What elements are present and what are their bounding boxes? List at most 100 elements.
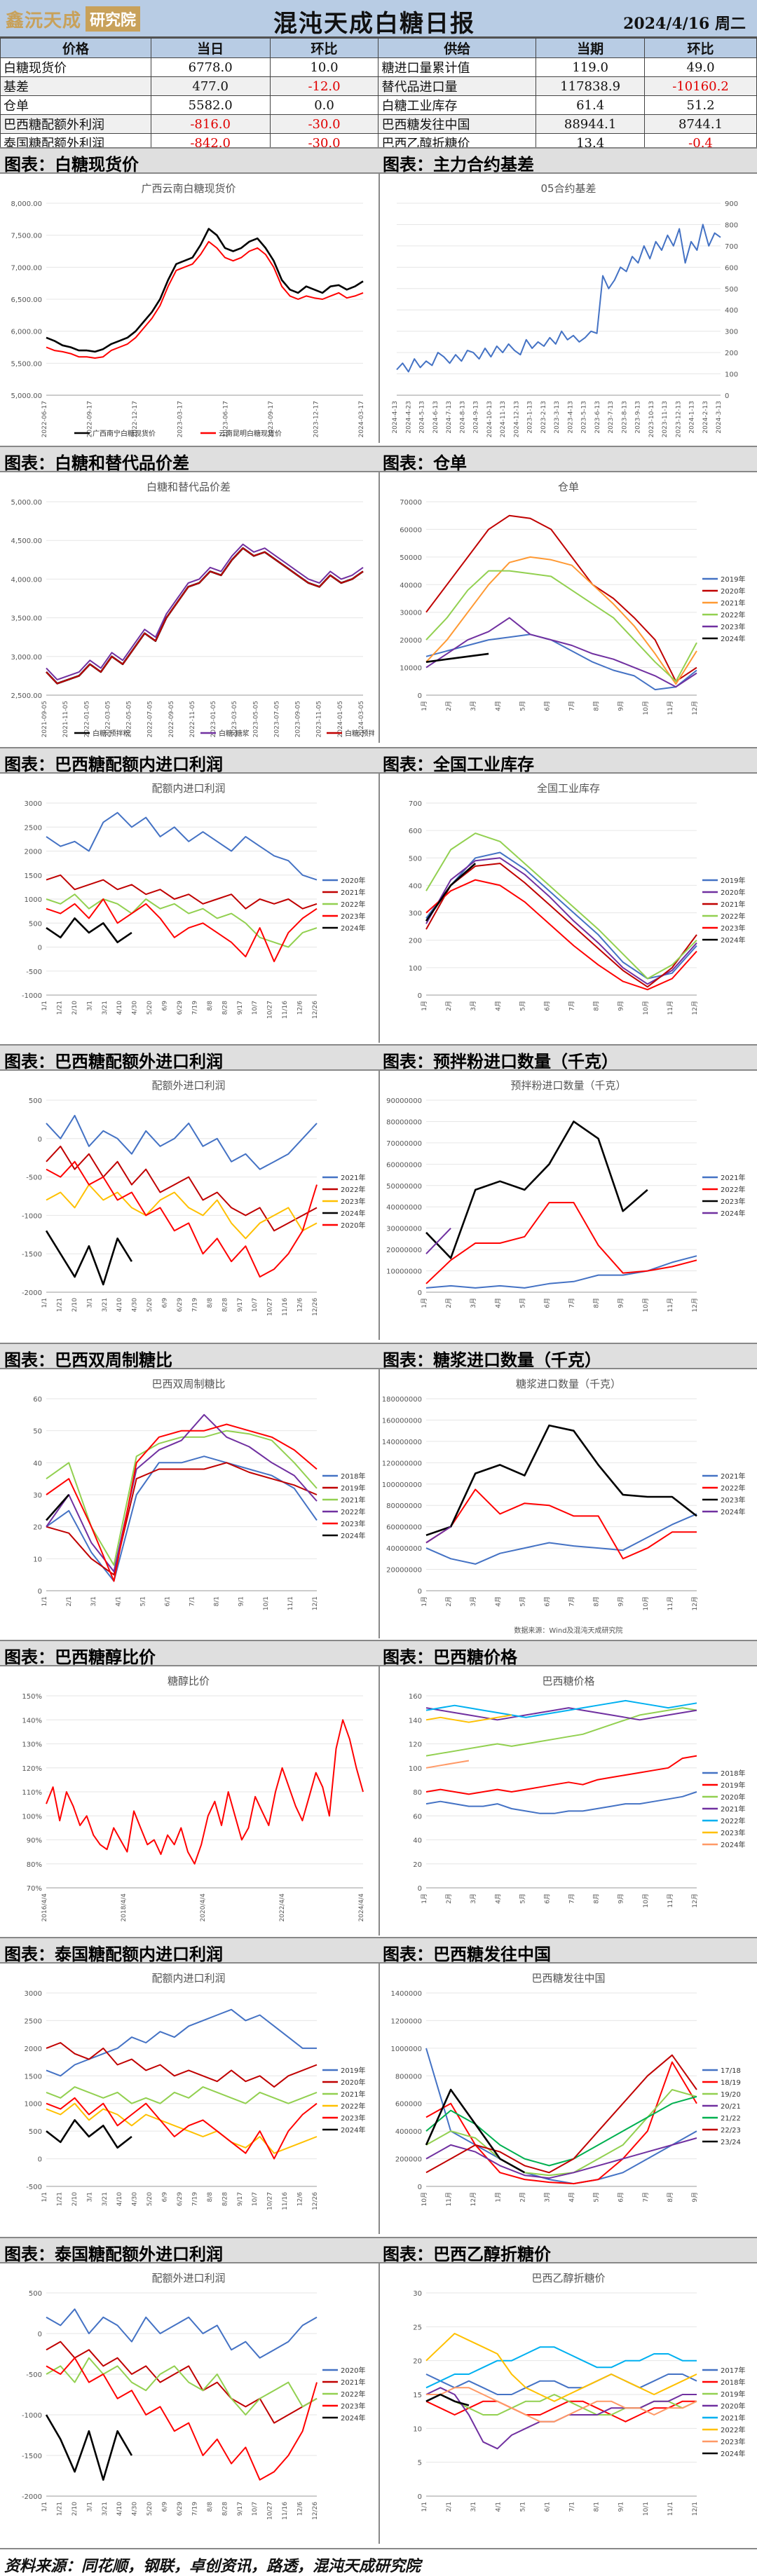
section-title: 图表：巴西糖配额外进口利润: [4, 1051, 223, 1071]
y-tick-label: 10: [413, 2425, 422, 2433]
summary-cell: 白糖工业库存: [378, 95, 537, 115]
x-tick-label: 12月: [470, 2192, 477, 2206]
y-tick-label: 100: [409, 965, 422, 973]
legend-label: 2024年: [721, 634, 745, 643]
series-line: [45, 1230, 133, 1286]
x-tick-label: 6月: [543, 701, 551, 711]
chart-svg: 预拌粉进口数量（千克） 0 10000000 20000000 30000000 4000…: [383, 1072, 754, 1338]
section-title: 图表：巴西双周制糖比: [4, 1350, 172, 1370]
x-tick-label: 3/21: [102, 1298, 109, 1312]
legend-label: 2024年: [341, 924, 365, 933]
series-line: [425, 1699, 697, 1718]
chart-bg: [383, 1668, 754, 1934]
legend-label: 2021年: [341, 1495, 365, 1505]
chart-title: 白糖和替代品价差: [146, 481, 231, 493]
series-line: [46, 228, 364, 353]
legend-label: 2019年: [721, 2390, 745, 2399]
legend-label: 2021年: [721, 900, 745, 909]
x-tick-label: 3/1: [86, 1001, 93, 1010]
x-tick-label: 1/1: [41, 2502, 48, 2512]
x-tick-label: 4/30: [132, 2502, 139, 2516]
x-tick-label: 7/19: [191, 2192, 198, 2206]
series-line: [46, 1462, 318, 1576]
x-tick-label: 8月: [593, 1298, 601, 1308]
x-tick-label: 1/1: [41, 1298, 48, 1308]
y-tick-label: 80: [413, 1789, 422, 1797]
x-tick-label: 8/28: [221, 2502, 229, 2516]
y-tick-label: 50000000: [386, 1183, 422, 1191]
y-tick-label: 60000000: [386, 1161, 422, 1169]
y-tick-label: 5,000.00: [11, 499, 42, 507]
y-tick-label: 500: [725, 286, 738, 294]
y-tick-label: 200000: [395, 2156, 422, 2164]
y-tick-label: 800: [725, 221, 738, 229]
x-tick-label: 2024-4-23: [405, 401, 412, 434]
summary-cell: 10.0: [269, 57, 379, 77]
y-tick-label: 20: [33, 1524, 42, 1532]
x-tick-label: 6月: [543, 1596, 551, 1607]
x-tick-label: 10/27: [267, 2192, 274, 2210]
y-tick-label: 500: [29, 920, 42, 928]
section-bar: 图表：巴西糖醇比价 图表：巴西糖价格: [0, 1640, 757, 1667]
y-tick-label: 30000: [400, 610, 422, 617]
section-title: 图表：白糖现货价: [4, 154, 139, 174]
x-tick-label: 2023-5-13: [581, 401, 588, 434]
y-tick-label: -500: [26, 2371, 42, 2379]
legend-label: 18/19: [721, 2079, 741, 2087]
legend-label: 2024年: [721, 1840, 745, 1849]
chart-svg: 巴西糖发往中国 0 200000 400000 600000 800000 1000000 1…: [383, 1965, 754, 2233]
y-tick-label: 140%: [22, 1717, 42, 1725]
summary-row: 巴西糖配额外利润 -816.0 -30.0 巴西糖发往中国 88944.1 8744.1: [0, 114, 757, 134]
x-tick-label: 1/21: [56, 2502, 63, 2516]
col-header: 价格: [0, 38, 151, 58]
summary-cell: 0.0: [269, 95, 379, 115]
series-line: [425, 570, 697, 683]
legend-label: 2021年: [721, 1472, 745, 1481]
x-tick-label: 2022-05-05: [126, 701, 133, 737]
y-tick-label: 120%: [22, 1765, 42, 1773]
y-tick-label: 40: [413, 1837, 422, 1845]
y-tick-label: 700: [409, 800, 422, 808]
x-tick-label: 6/29: [177, 2502, 184, 2516]
series-line: [425, 1202, 697, 1284]
y-tick-label: 200: [725, 350, 738, 357]
y-tick-label: 400000: [395, 2128, 422, 2136]
chart-bg: [383, 175, 754, 441]
x-tick-label: 5月: [593, 2192, 601, 2202]
legend-label: 2023年: [341, 1519, 365, 1528]
x-tick-label: 7/1: [569, 2502, 576, 2512]
legend-label: 2021年: [721, 2413, 745, 2423]
chart-panel: 05合约基差 0 100 200 300 400 500 600 700 800 900 2024-4…: [383, 175, 754, 441]
y-tick-label: -500: [26, 1174, 42, 1182]
x-tick-label: 11/1: [667, 2502, 674, 2516]
x-tick-label: 2023-03-05: [231, 701, 238, 737]
series-line: [425, 1121, 648, 1259]
section-title: 图表：主力合约基差: [383, 154, 534, 174]
y-tick-label: 0: [418, 2184, 422, 2191]
x-tick-label: 2023-1-13: [527, 401, 534, 434]
y-tick-label: 1000: [25, 896, 42, 904]
legend-label: 20/21: [721, 2103, 741, 2111]
series-line: [46, 543, 364, 680]
legend-label: 2019年: [341, 2066, 365, 2075]
x-tick-label: 4/10: [116, 1298, 123, 1312]
x-tick-label: 1月: [421, 1298, 428, 1308]
summary-cell: 117838.9: [536, 76, 646, 96]
x-tick-label: 2024/4/4: [358, 1893, 365, 1922]
x-tick-label: 5月: [519, 1298, 526, 1308]
y-tick-label: 70000000: [386, 1140, 422, 1148]
x-tick-label: 2023-09-05: [295, 701, 302, 737]
legend-label: 2022年: [341, 900, 365, 909]
x-tick-label: 10月: [642, 1596, 650, 1610]
y-tick-label: 70000: [400, 499, 422, 507]
company-logo: 鑫沅天成 研究院: [6, 6, 167, 32]
y-tick-label: 0: [38, 1588, 42, 1596]
y-tick-label: 50: [33, 1428, 42, 1436]
chart-panel: 配额外进口利润 -2000 -1500 -1000 -500 0 500 1/1 1/21 2/1…: [3, 1072, 374, 1338]
x-tick-label: 8月: [667, 2192, 674, 2202]
summary-cell: -12.0: [269, 76, 379, 96]
x-tick-label: 2022/4/4: [279, 1893, 286, 1922]
legend-label: 2017年: [721, 2366, 745, 2375]
x-tick-label: 2/1: [446, 2502, 453, 2512]
x-tick-label: 5/20: [146, 1001, 154, 1015]
